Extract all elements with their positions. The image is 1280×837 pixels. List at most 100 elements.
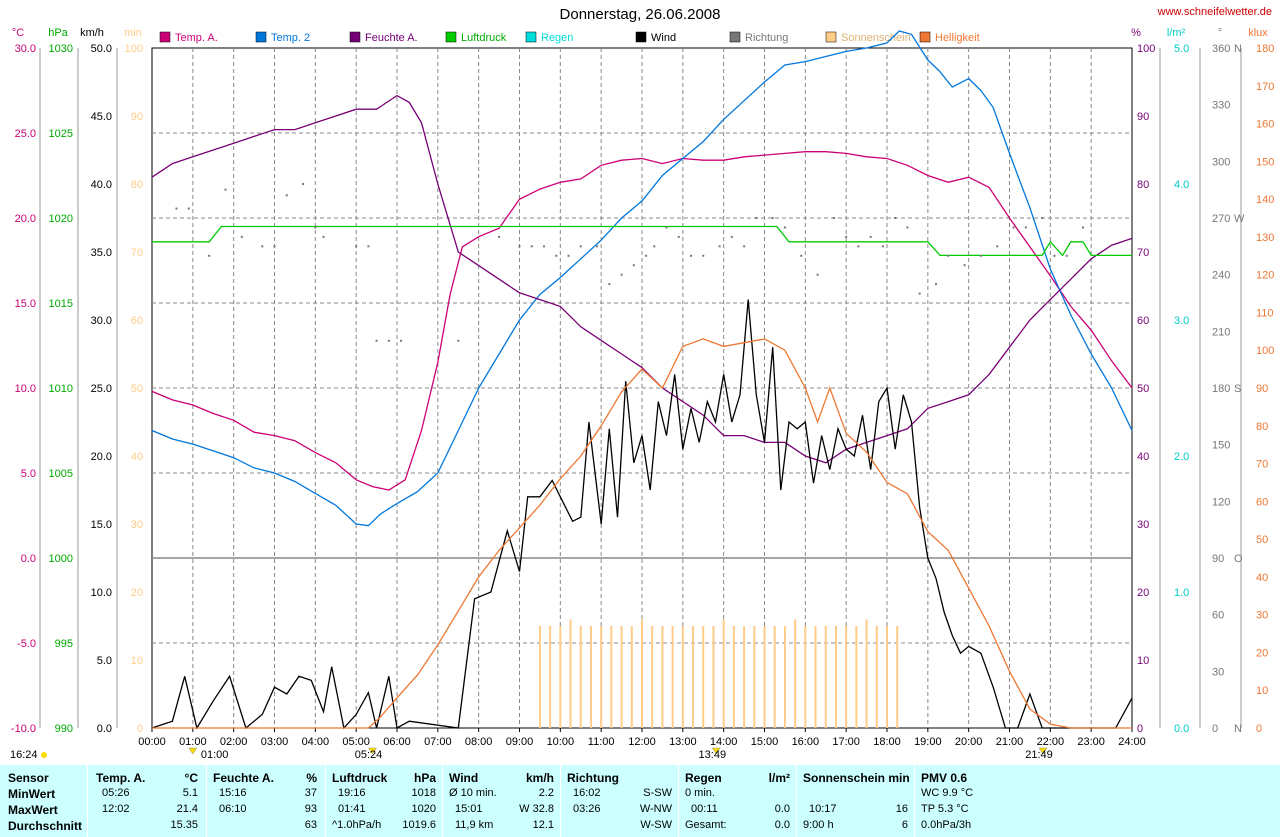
compass-label: O [1234,553,1243,565]
axis-tick-label-hum: 30 [1137,519,1149,531]
legend-swatch-7 [825,31,837,43]
direction-point [375,339,378,342]
direction-point [400,339,403,342]
direction-point [653,245,656,248]
legend-label-7: Sonnenschein [841,32,911,44]
axis-tick-label-sunmin: 0 [137,723,143,735]
axis-tick-label-temp: 20.0 [15,213,36,225]
axis-tick-label-hum: 80 [1137,179,1149,191]
axis-tick-label-sunmin: 10 [131,655,143,667]
axis-tick-label-temp: -5.0 [17,638,36,650]
axis-tick-label-hum: 60 [1137,315,1149,327]
series-line-luftdruck [152,225,1132,257]
marker-triangle [188,747,198,755]
direction-point [690,254,692,257]
stats-wind-avg10-label: Ø 10 min. [449,787,497,799]
series-line-temp-a- [151,151,1133,491]
direction-point [322,235,325,238]
axis-tick-label-lux: 180 [1256,43,1274,55]
stats-druck-avg-value: 1019.6 [402,819,436,831]
stats-sonne-max-value: 16 [895,803,908,815]
direction-point [543,245,545,248]
x-tick-label: 10:00 [547,736,575,748]
axis-unit-sunmin: min [124,27,142,39]
x-tick-label: 23:00 [1077,736,1105,748]
x-tick-label: 14:00 [710,736,738,748]
stats-temp-min-time: 05:26 [102,787,130,799]
stats-col-sonne: Sonnenschein min 10:17 16 9:00 h 6 [796,765,914,837]
direction-point [996,245,999,248]
axis-unit-lux: klux [1248,27,1268,39]
stats-header-sonne: Sonnenschein min [803,771,910,785]
direction-point [963,264,966,267]
axis-tick-label-press: 1020 [49,213,73,225]
statistics-panel: Sensor MinWert MaxWert Durchschnitt Temp… [0,765,1280,837]
x-tick-label: 05:00 [342,736,370,748]
axis-tick-label-wind: 0.0 [97,723,112,735]
stats-richtung-avg-value: W-SW [640,819,672,831]
axis-tick-label-lux: 120 [1256,270,1274,282]
stats-sonne-total: 9:00 h [803,819,834,831]
compass-label: W [1234,213,1245,225]
x-tick-label: 18:00 [873,736,901,748]
x-tick-label: 00:00 [138,736,166,748]
direction-point [187,207,190,210]
stats-col-richtung: Richtung 16:02 S-SW 03:26 W-NW W-SW [560,765,678,837]
direction-point [665,226,668,229]
axis-tick-label-temp: 5.0 [21,468,36,480]
x-tick-label: 02:00 [220,736,248,748]
direction-point [314,226,317,229]
axis-tick-label-lux: 20 [1256,647,1268,659]
direction-point [677,235,680,238]
axis-tick-label-dir: 0 [1212,723,1218,735]
axis-tick-label-sunmin: 60 [131,315,143,327]
axis-unit-dir: ° [1218,27,1222,39]
x-tick-label: 07:00 [424,736,452,748]
axis-tick-label-sunmin: 100 [125,43,143,55]
direction-point [208,254,211,257]
direction-point [355,245,358,248]
axis-tick-label-press: 990 [55,723,73,735]
direction-point [240,235,243,238]
axis-tick-label-rain: 0.0 [1174,723,1189,735]
x-tick-label: 13:00 [669,736,697,748]
stats-temp-max-time: 12:02 [102,803,130,815]
axis-tick-label-press: 1030 [49,43,73,55]
stats-unit-feuchte: % [306,771,317,785]
series-line-feuchte-a- [151,94,1133,464]
axis-tick-label-press: 1005 [49,468,73,480]
axis-tick-label-temp: 10.0 [15,383,36,395]
axis-tick-label-sunmin: 80 [131,179,143,191]
direction-point [457,339,460,342]
stats-richtung-max-value: W-NW [639,803,672,815]
axis-tick-label-rain: 2.0 [1174,451,1189,463]
axis-tick-label-press: 1000 [49,553,73,565]
legend-label-0: Temp. A. [175,32,218,44]
axis-tick-label-sunmin: 70 [131,247,143,259]
x-tick-label: 24:00 [1118,736,1146,748]
direction-point [224,188,227,191]
axis-unit-rain: l/m² [1167,27,1186,39]
direction-point [579,245,582,248]
axis-tick-label-rain: 5.0 [1174,43,1189,55]
website-link[interactable]: www.schneifelwetter.de [1157,6,1272,18]
axis-tick-label-press: 1010 [49,383,73,395]
direction-point [783,226,786,229]
stats-wind-distance: 11,9 km [455,819,494,831]
weather-chart: 00:00 01:00 02:00 03:00 04:00 05:00 06:00 07:00… [10,27,1274,761]
axis-tick-label-lux: 100 [1256,345,1274,357]
direction-point [1024,226,1027,229]
stats-col-feuchte: Feuchte A. % 15:16 37 06:10 93 63 [206,765,325,837]
axis-tick-label-temp: 25.0 [15,128,36,140]
x-tick-label: 06:00 [383,736,411,748]
axis-tick-label-lux: 40 [1256,572,1268,584]
direction-point [918,292,921,295]
direction-point [1065,254,1068,257]
axis-tick-label-sunmin: 90 [131,111,143,123]
stats-unit-druck: hPa [413,771,436,785]
stats-wind-avg10-value: 2.2 [538,787,554,799]
stats-druck-max-time: 01:41 [338,803,366,815]
direction-point [743,245,746,248]
axis-tick-label-press: 1025 [49,128,73,140]
axis-tick-label-lux: 70 [1256,459,1268,471]
